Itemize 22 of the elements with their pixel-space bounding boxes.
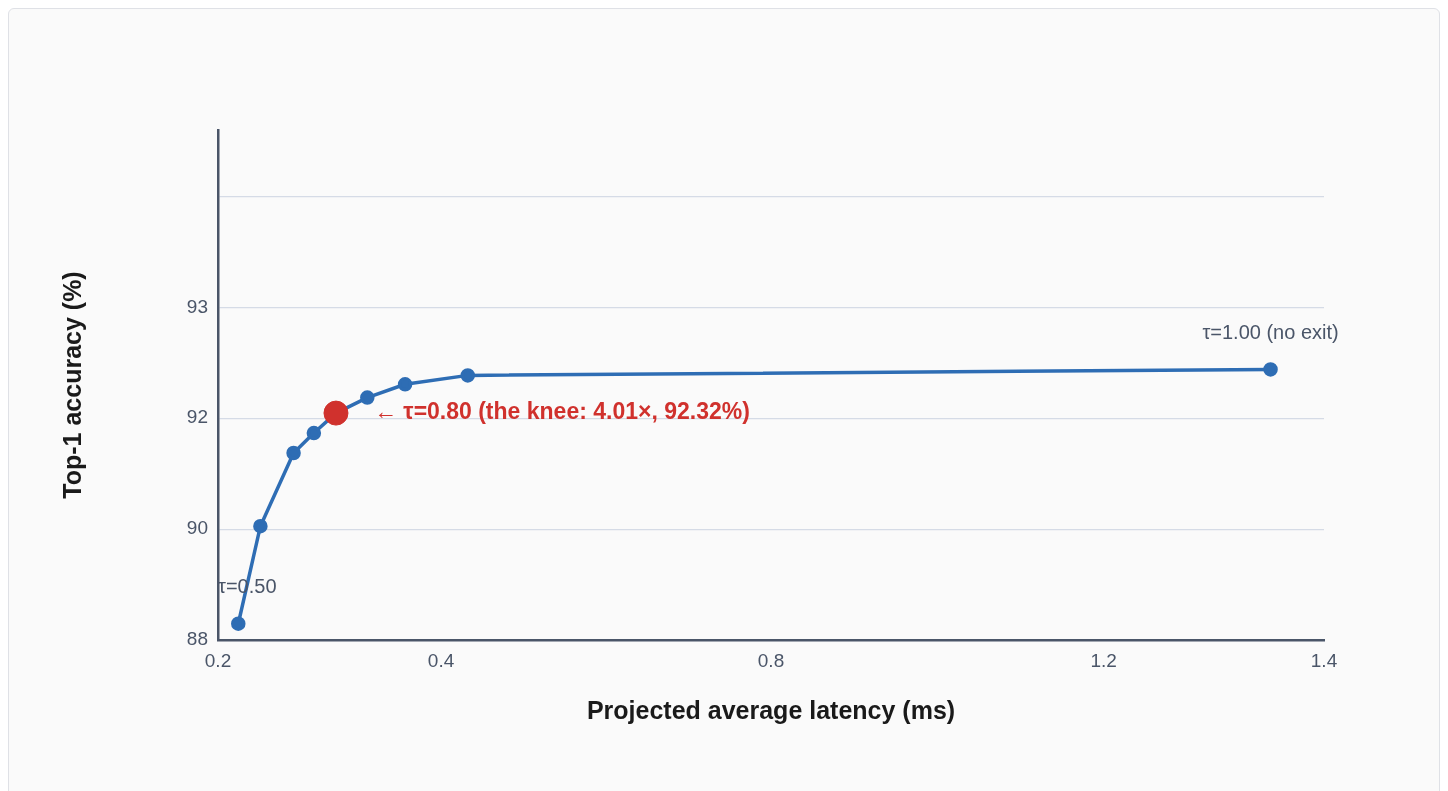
x-tick-label: 0.8 [757,649,785,671]
y-tick-label: 92 [186,406,208,428]
point [306,425,322,441]
y-tick-label: 88 [186,628,208,650]
point [397,377,413,392]
point [360,390,375,405]
point [1263,362,1278,377]
x-tick-label: 1.4 [1310,649,1338,671]
y-axis-title: Top-1 accuracy (%) [57,271,86,499]
point [231,616,246,631]
y-tick-label: 93 [186,295,208,317]
point [253,518,268,534]
x-tick-label: 0.4 [427,649,455,671]
point [323,400,349,426]
x-axis-title: Projected average latency (ms) [586,695,956,724]
point [286,445,301,461]
point [460,368,476,383]
x-tick-label: 1.2 [1090,649,1117,671]
y-tick-label: 90 [186,517,208,539]
x-tick-label: 0.2 [204,649,232,671]
annotation: ← τ=0.80 (the knee: 4.01×, 92.32%) [373,398,750,425]
annotation: τ=1.00 (no exit) [1202,320,1339,343]
